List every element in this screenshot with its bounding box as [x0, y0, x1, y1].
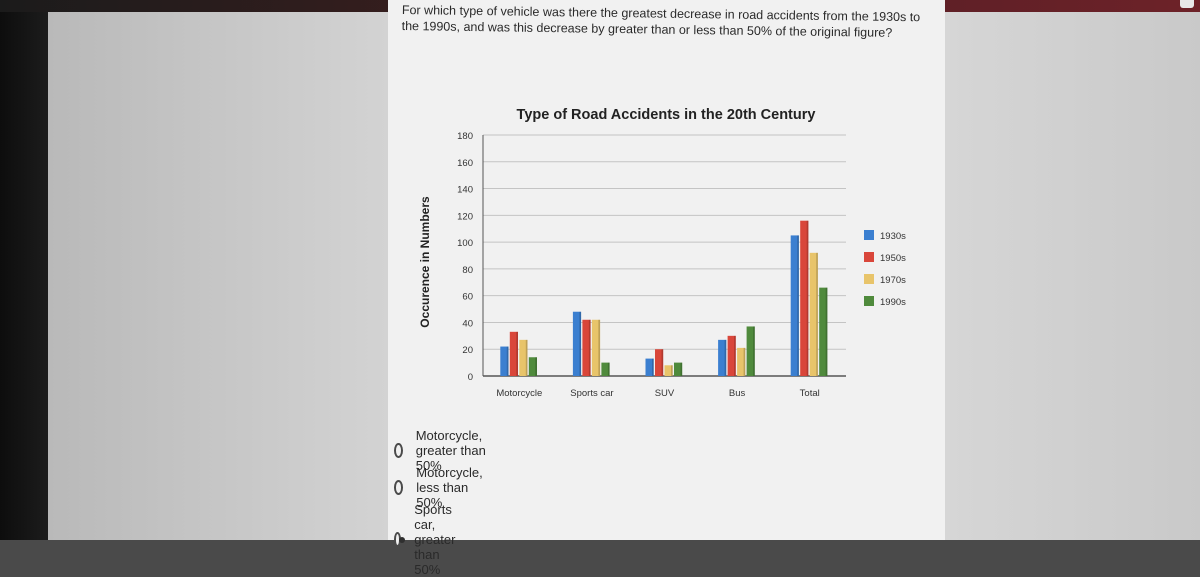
y-tick-label: 0 — [468, 372, 473, 383]
y-axis-ticks: 0 20 40 60 80 100 120 140 160 180 — [457, 131, 473, 383]
chart-title: Type of Road Accidents in the 20th Centu… — [517, 107, 816, 123]
y-tick-label: 80 — [462, 265, 473, 276]
radio-button-2[interactable] — [394, 480, 404, 495]
bar — [528, 357, 537, 376]
bar-shade — [680, 362, 683, 376]
legend-label: 1990s — [880, 297, 906, 308]
legend-label: 1930s — [880, 231, 906, 242]
chart-bars — [500, 220, 828, 376]
bar — [572, 311, 582, 376]
bar-shade — [806, 220, 809, 376]
bar-chart: Type of Road Accidents in the 20th Centu… — [418, 107, 906, 399]
x-tick-label: Sports car — [570, 388, 613, 399]
x-tick-label: SUV — [655, 388, 675, 399]
bar-shade — [506, 346, 509, 376]
y-tick-label: 60 — [462, 292, 473, 303]
legend-swatch — [864, 296, 874, 306]
bar — [718, 339, 727, 376]
bar-shade — [652, 358, 654, 376]
bar-shade — [734, 335, 736, 376]
bar — [737, 347, 746, 376]
chart-legend: 1930s 1950s 1970s 1990s — [864, 230, 906, 308]
page-background-left — [48, 0, 388, 540]
y-tick-label: 40 — [462, 318, 473, 329]
bar-shade — [753, 326, 755, 376]
bar-shade — [516, 331, 518, 376]
bar-shade — [816, 252, 818, 376]
legend-swatch — [864, 274, 874, 284]
bar-shade — [535, 357, 537, 376]
bar — [800, 220, 809, 376]
y-tick-label: 160 — [457, 158, 473, 169]
y-tick-label: 100 — [457, 238, 473, 249]
screen-bezel-left — [0, 0, 48, 540]
bar-shade — [607, 362, 610, 376]
bar — [591, 319, 601, 376]
bar — [509, 331, 518, 376]
y-tick-label: 120 — [457, 211, 473, 222]
x-axis-labels: Motorcycle Sports car SUV Bus Total — [496, 388, 819, 399]
x-tick-label: Bus — [729, 388, 746, 399]
bar — [582, 319, 591, 376]
bar-shade — [671, 365, 673, 376]
question-card: For which type of vehicle was there the … — [388, 0, 945, 577]
y-axis-label: Occurence in Numbers — [418, 196, 432, 328]
bar-shade — [743, 347, 746, 376]
bar — [655, 349, 664, 376]
bar — [500, 346, 509, 376]
page-background-right — [945, 0, 1200, 540]
bar — [664, 365, 673, 376]
option-2[interactable]: Motorcycle, less than 50% — [394, 465, 488, 510]
bar — [601, 362, 610, 376]
bar — [519, 339, 528, 376]
bar-shade — [598, 319, 601, 376]
bar — [746, 326, 755, 376]
y-tick-label: 140 — [457, 185, 473, 196]
bar — [819, 287, 828, 376]
bar-shade — [525, 339, 528, 376]
bar — [674, 362, 683, 376]
option-1[interactable]: Motorcycle, greater than 50% — [394, 428, 488, 473]
bar — [727, 335, 736, 376]
radio-button-1[interactable] — [394, 443, 403, 458]
legend-swatch — [864, 230, 874, 240]
bar-shade — [825, 287, 828, 376]
legend-label: 1970s — [880, 275, 906, 286]
x-tick-label: Total — [800, 388, 820, 399]
bar-shade — [724, 339, 727, 376]
bar-shade — [588, 319, 591, 376]
y-tick-label: 180 — [457, 131, 473, 142]
bar-shade — [661, 349, 664, 376]
bar — [809, 252, 818, 376]
bar — [790, 235, 799, 376]
bar-shade — [797, 235, 799, 376]
x-tick-label: Motorcycle — [496, 388, 542, 399]
legend-swatch — [864, 252, 874, 262]
legend-label: 1950s — [880, 253, 906, 264]
option-2-label: Motorcycle, less than 50% — [416, 465, 483, 510]
y-tick-label: 20 — [462, 345, 473, 356]
bar-shade — [579, 311, 582, 376]
option-1-label: Motorcycle, greater than 50% — [415, 428, 486, 473]
window-corner-icon[interactable] — [1180, 0, 1194, 8]
bar — [645, 358, 654, 376]
